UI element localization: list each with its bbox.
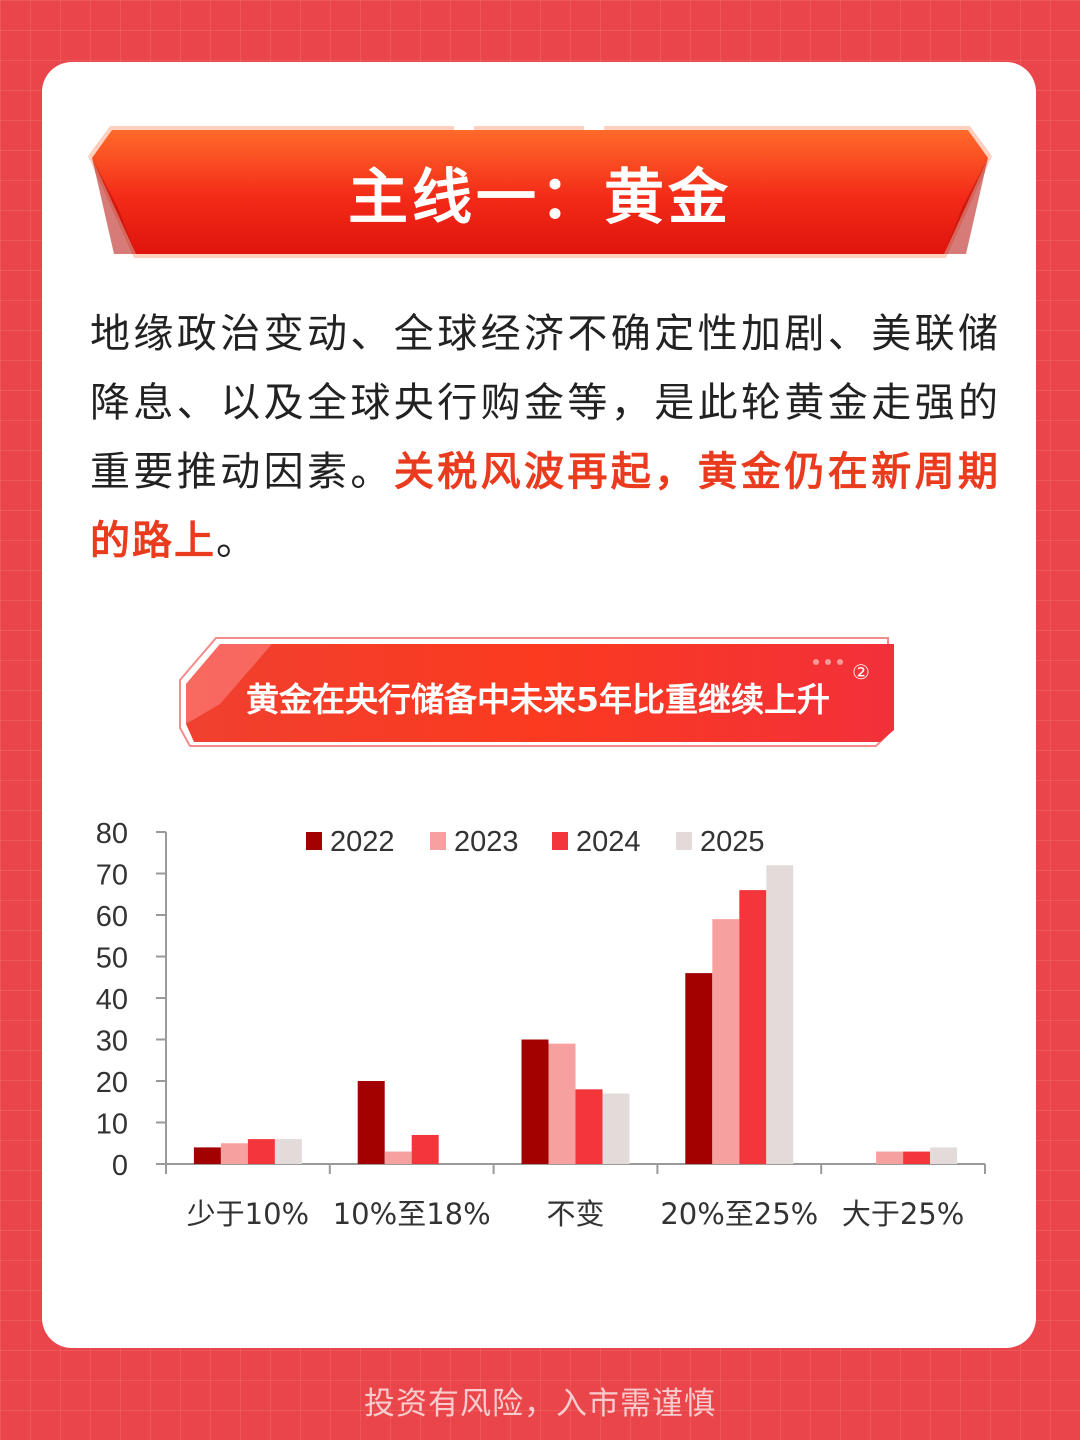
legend-swatch-2022 [306,832,322,850]
legend-label: 2022 [330,826,395,858]
chart-title: 黄金在央行储备中未来5年比重继续上升 [246,680,830,719]
bar-2024 [903,1151,931,1164]
x-category-label: 大于25% [842,1197,964,1231]
footnote-marker: ② [852,660,870,684]
bar-2024 [739,890,767,1164]
y-tick-label: 20 [96,1067,128,1099]
bar-2023 [384,1151,412,1164]
legend-label: 2025 [700,826,765,858]
x-category-label: 20%至25% [660,1197,818,1231]
bar-2022 [193,1147,221,1164]
title-banner-shape [88,122,992,258]
y-tick-label: 10 [96,1109,128,1141]
intro-paragraph: 地缘政治变动、全球经济不确定性加剧、美联储降息、以及全球央行购金等，是此轮黄金走… [90,300,1000,576]
y-tick-label: 80 [96,818,128,850]
bar-2024 [247,1139,275,1164]
chart-title-banner-shape [179,637,894,747]
bar-2025 [766,865,794,1164]
bar-2025 [274,1139,302,1164]
bar-chart: 0 10 20 30 40 50 60 70 80 少于10% 10%至18% 不变 20%至25% 大于… [96,818,986,1231]
y-tick-label: 70 [96,860,128,892]
bar-2024 [411,1134,439,1164]
risk-disclaimer: 投资有风险，入市需谨慎 [364,1386,716,1422]
x-category-label: 不变 [546,1197,604,1231]
legend-swatch-2023 [430,832,446,850]
chart-title-banner: 黄金在央行储备中未来5年比重继续上升 ② [176,632,902,750]
legend-label: 2023 [454,826,519,858]
bar-2022 [357,1081,385,1164]
y-tick-label: 0 [112,1150,128,1182]
bar-2023 [712,919,740,1164]
bar-2023 [548,1043,576,1164]
x-category-label: 少于10% [187,1197,309,1231]
legend-swatch-2024 [552,832,568,850]
y-tick-label: 40 [96,984,128,1016]
bar-2025 [930,1147,958,1164]
bar-2025 [602,1093,630,1164]
legend-label: 2024 [576,826,641,858]
legend-swatch-2025 [676,832,692,850]
bar-2022 [685,973,713,1164]
title-banner: 主线一：黄金 [84,122,996,262]
bar-2024 [575,1089,603,1164]
y-tick-label: 30 [96,1026,128,1058]
intro-text: 地缘政治变动、全球经济不确定性加剧、美联储降息、以及全球央行购金等，是此轮黄金走… [90,311,1000,495]
bar-2022 [521,1039,549,1164]
x-category-label: 10%至18% [333,1197,491,1231]
intro-highlight: 关税风波再起，黄金仍在新周期的路上 [90,449,1001,564]
page-title: 主线一：黄金 [348,162,732,233]
y-tick-label: 50 [96,943,128,975]
bar-2023 [876,1151,904,1164]
intro-end: 。 [216,518,258,564]
y-tick-label: 60 [96,901,128,933]
bar-2023 [220,1143,248,1164]
